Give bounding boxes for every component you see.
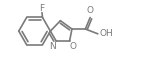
- Text: N: N: [49, 42, 56, 51]
- Text: O: O: [70, 42, 77, 51]
- Text: OH: OH: [100, 29, 113, 38]
- Text: O: O: [87, 6, 94, 15]
- Text: F: F: [39, 4, 44, 13]
